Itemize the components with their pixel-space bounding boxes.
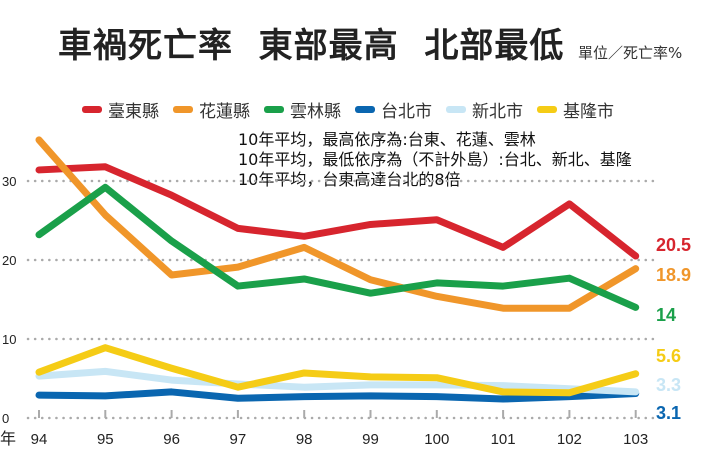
legend-item: 雲林縣: [264, 97, 341, 122]
y-tick-label: 10: [2, 332, 16, 347]
x-tick-label: 96: [163, 431, 180, 448]
legend-swatch: [82, 106, 102, 113]
legend-label: 基隆市: [563, 102, 614, 122]
series-line-新北市: [35, 367, 640, 396]
legend-label: 花蓮縣: [199, 102, 250, 122]
series-line-雲林縣: [35, 183, 640, 311]
legend-label: 台北市: [381, 102, 432, 122]
end-value-label: 20.5: [656, 235, 691, 255]
y-tick-label: 30: [2, 174, 16, 189]
legend-item: 花蓮縣: [173, 97, 250, 122]
series-line-基隆市: [35, 344, 640, 397]
legend-item: 臺東縣: [82, 97, 159, 122]
note-2: 10年平均，最低依序為（不計外島）:台北、新北、基隆: [238, 150, 632, 169]
legend-swatch: [446, 106, 466, 113]
x-tick-label: 94: [31, 431, 48, 448]
x-tick-label: 100: [424, 431, 449, 448]
chart-title: 車禍死亡率 東部最高 北部最低: [58, 26, 565, 66]
legend-label: 臺東縣: [108, 102, 159, 122]
legend-item: 台北市: [355, 97, 432, 122]
end-value-label: 14: [656, 305, 676, 325]
legend-label: 新北市: [472, 102, 523, 122]
end-value-label: 3.3: [656, 375, 681, 395]
end-value-label: 3.1: [656, 403, 681, 423]
x-tick-label: 97: [230, 431, 247, 448]
legend-label: 雲林縣: [290, 102, 341, 122]
x-tick-label: 103: [623, 431, 648, 448]
end-value-label: 18.9: [656, 265, 691, 285]
series-line-台北市: [35, 388, 640, 403]
x-tick-label: 99: [362, 431, 379, 448]
legend-item: 新北市: [446, 97, 523, 122]
end-value-label: 5.6: [656, 346, 681, 366]
legend-swatch: [537, 106, 557, 113]
note-1: 10年平均，最高依序為:台東、花蓮、雲林: [238, 130, 536, 149]
x-tick-label: 102: [557, 431, 582, 448]
annotation-notes: 10年平均，最高依序為:台東、花蓮、雲林 10年平均，最低依序為（不計外島）:台…: [238, 130, 632, 190]
x-tick-label: 98: [296, 431, 313, 448]
note-3: 10年平均，台東高達台北的8倍: [238, 170, 461, 189]
y-tick-label: 20: [2, 253, 16, 268]
legend-swatch: [264, 106, 284, 113]
x-tick-label: 95: [97, 431, 114, 448]
legend-item: 基隆市: [537, 97, 614, 122]
legend-swatch: [173, 106, 193, 113]
series-line-臺東縣: [35, 163, 640, 260]
unit-label: 單位／死亡率%: [578, 44, 683, 62]
legend: 臺東縣 花蓮縣 雲林縣 台北市 新北市 基隆市: [82, 97, 614, 122]
legend-swatch: [355, 106, 375, 113]
x-axis-label: 年: [0, 429, 16, 448]
series-line-花蓮縣: [35, 136, 640, 312]
y-tick-label: 0: [2, 411, 9, 426]
x-tick-label: 101: [491, 431, 516, 448]
